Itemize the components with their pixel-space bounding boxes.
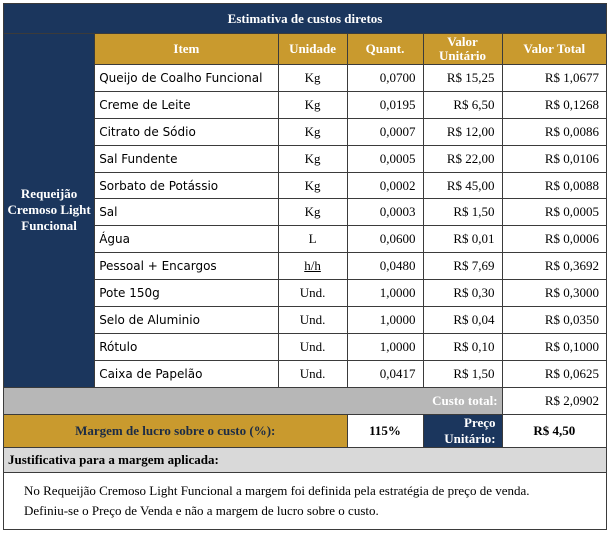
table-row: Queijo de Coalho Funcional Kg 0,0700 R$ … — [4, 64, 608, 92]
cell-total-value: R$ 0,0088 — [501, 171, 608, 200]
cell-unit: L — [277, 225, 348, 254]
cell-item: Rótulo — [94, 332, 279, 361]
cell-qty: 1,0000 — [346, 306, 424, 334]
cell-total-value: R$ 0,0005 — [501, 198, 608, 227]
table-row: Pessoal + Encargos h/h 0,0480 R$ 7,69 R$… — [4, 252, 608, 281]
cell-qty: 0,0002 — [346, 171, 424, 200]
cell-unit-value: R$ 1,50 — [422, 198, 503, 227]
table-row: Sorbato de Potássio Kg 0,0002 R$ 45,00 R… — [4, 171, 608, 200]
table-row: Caixa de Papelão Und. 0,0417 R$ 1,50 R$ … — [4, 359, 608, 388]
cell-unit-value: R$ 0,10 — [422, 332, 503, 361]
cell-item: Queijo de Coalho Funcional — [94, 64, 279, 92]
cell-qty: 0,0600 — [346, 225, 424, 254]
cell-unit-value: R$ 0,04 — [422, 306, 503, 334]
cell-unit: Kg — [277, 144, 348, 173]
cell-unit-value: R$ 1,50 — [422, 359, 503, 388]
justification-text: No Requeijão Cremoso Light Funcional a m… — [3, 471, 607, 530]
cell-total-value: R$ 0,3692 — [501, 252, 608, 281]
cell-unit: Kg — [277, 117, 348, 146]
cell-total-value: R$ 0,0625 — [501, 359, 608, 388]
table-row: Creme de Leite Kg 0,0195 R$ 6,50 R$ 0,12… — [4, 90, 608, 119]
table-row: Selo de Aluminio Und. 1,0000 R$ 0,04 R$ … — [4, 306, 608, 334]
cell-unit: Kg — [277, 171, 348, 200]
cell-unit-text: h/h — [304, 258, 321, 274]
justification-title: Justificativa para a margem aplicada: — [3, 446, 607, 473]
cell-unit: Und. — [277, 306, 348, 334]
justification-line-1: No Requeijão Cremoso Light Funcional a m… — [24, 482, 530, 498]
cell-qty: 1,0000 — [346, 279, 424, 308]
cell-qty: 0,0417 — [346, 359, 424, 388]
cell-unit-value: R$ 22,00 — [422, 144, 503, 173]
cell-total-value: R$ 1,0677 — [501, 64, 608, 92]
cell-unit-value: R$ 0,01 — [422, 225, 503, 254]
margin-label: Margem de lucro sobre o custo (%): — [3, 413, 348, 448]
margin-value: 115% — [346, 413, 424, 448]
cell-total-value: R$ 0,3000 — [501, 279, 608, 308]
cell-qty: 0,0195 — [346, 90, 424, 119]
cell-item: Selo de Aluminio — [94, 306, 279, 334]
cell-item: Sorbato de Potássio — [94, 171, 279, 200]
cell-unit: Und. — [277, 279, 348, 308]
cell-qty: 0,0700 — [346, 64, 424, 92]
unit-price-value: R$ 4,50 — [501, 413, 608, 448]
cell-unit: Kg — [277, 198, 348, 227]
header-unit-value: Valor Unitário — [422, 33, 503, 65]
cell-item: Citrato de Sódio — [94, 117, 279, 146]
table-row: Rótulo Und. 1,0000 R$ 0,10 R$ 0,1000 — [4, 332, 608, 361]
cell-unit-value: R$ 6,50 — [422, 90, 503, 119]
cell-item: Sal Fundente — [94, 144, 279, 173]
cell-unit-value: R$ 12,00 — [422, 117, 503, 146]
header-total-value: Valor Total — [501, 33, 608, 65]
header-item: Item — [94, 33, 279, 65]
cell-item: Pote 150g — [94, 279, 279, 308]
cell-qty: 1,0000 — [346, 332, 424, 361]
cell-unit: h/h — [277, 252, 348, 281]
total-cost-value: R$ 2,0902 — [501, 386, 608, 415]
cell-unit: Kg — [277, 64, 348, 92]
header-qty: Quant. — [346, 33, 424, 65]
cell-total-value: R$ 0,0086 — [501, 117, 608, 146]
header-unit: Unidade — [277, 33, 348, 65]
cell-item: Água — [94, 225, 279, 254]
table-row: Água L 0,0600 R$ 0,01 R$ 0,0006 — [4, 225, 608, 254]
cell-unit: Kg — [277, 90, 348, 119]
justification-line-2: Definiu-se o Preço de Venda e não a marg… — [24, 502, 379, 518]
cell-total-value: R$ 0,1268 — [501, 90, 608, 119]
table-row: Sal Kg 0,0003 R$ 1,50 R$ 0,0005 — [4, 198, 608, 227]
table-title: Estimativa de custos diretos — [3, 3, 607, 34]
total-cost-label: Custo total: — [3, 386, 503, 415]
cost-estimate-table: Estimativa de custos diretos Requeijão C… — [2, 3, 608, 530]
cell-total-value: R$ 0,0350 — [501, 306, 608, 334]
cell-qty: 0,0005 — [346, 144, 424, 173]
cell-unit-value: R$ 7,69 — [422, 252, 503, 281]
table-row: Sal Fundente Kg 0,0005 R$ 22,00 R$ 0,010… — [4, 144, 608, 173]
product-name: Requeijão Cremoso Light Funcional — [2, 33, 96, 388]
cell-unit: Und. — [277, 332, 348, 361]
cell-qty: 0,0480 — [346, 252, 424, 281]
table-row: Citrato de Sódio Kg 0,0007 R$ 12,00 R$ 0… — [4, 117, 608, 146]
table-row: Pote 150g Und. 1,0000 R$ 0,30 R$ 0,3000 — [4, 279, 608, 308]
cell-unit-value: R$ 45,00 — [422, 171, 503, 200]
unit-price-label: Preço Unitário: — [422, 413, 503, 448]
cell-item: Pessoal + Encargos — [94, 252, 279, 281]
cell-total-value: R$ 0,1000 — [501, 332, 608, 361]
cell-item: Creme de Leite — [94, 90, 279, 119]
cell-qty: 0,0007 — [346, 117, 424, 146]
cell-unit-value: R$ 15,25 — [422, 64, 503, 92]
cell-total-value: R$ 0,0106 — [501, 144, 608, 173]
cell-unit-value: R$ 0,30 — [422, 279, 503, 308]
cell-item: Caixa de Papelão — [94, 359, 279, 388]
cell-unit: Und. — [277, 359, 348, 388]
cell-qty: 0,0003 — [346, 198, 424, 227]
cell-total-value: R$ 0,0006 — [501, 225, 608, 254]
cell-item: Sal — [94, 198, 279, 227]
